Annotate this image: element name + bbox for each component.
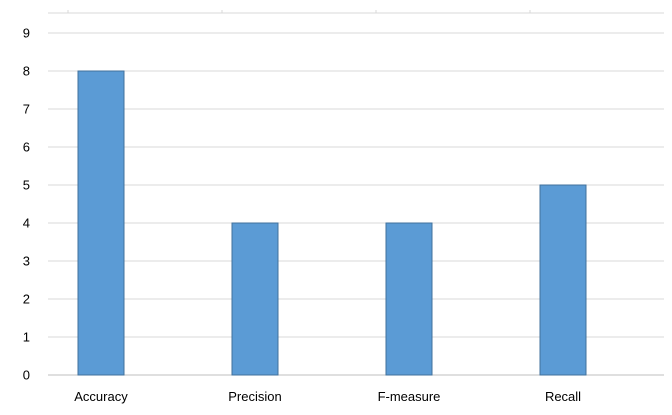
bar-f-measure: [385, 222, 433, 376]
x-axis-ticks: Accuracy Precision F-measure Recall: [74, 389, 581, 404]
y-axis-ticks: 0 1 2 3 4 5 6 7 8 9: [23, 26, 30, 383]
x-tick-label: F-measure: [378, 389, 441, 404]
y-tick-label: 9: [23, 26, 30, 41]
y-tick-label: 5: [23, 178, 30, 193]
bar-precision: [231, 222, 279, 376]
bars: [77, 70, 587, 376]
y-tick-label: 3: [23, 254, 30, 269]
bar-accuracy: [77, 70, 125, 376]
x-tick-label: Precision: [228, 389, 281, 404]
y-tick-label: 7: [23, 102, 30, 117]
y-tick-label: 2: [23, 292, 30, 307]
y-tick-label: 6: [23, 140, 30, 155]
x-tick-label: Accuracy: [74, 389, 128, 404]
bar-recall: [539, 184, 587, 376]
y-tick-label: 1: [23, 330, 30, 345]
y-tick-label: 4: [23, 216, 30, 231]
y-tick-label: 8: [23, 64, 30, 79]
y-tick-label: 0: [23, 368, 30, 383]
x-tick-label: Recall: [545, 389, 581, 404]
